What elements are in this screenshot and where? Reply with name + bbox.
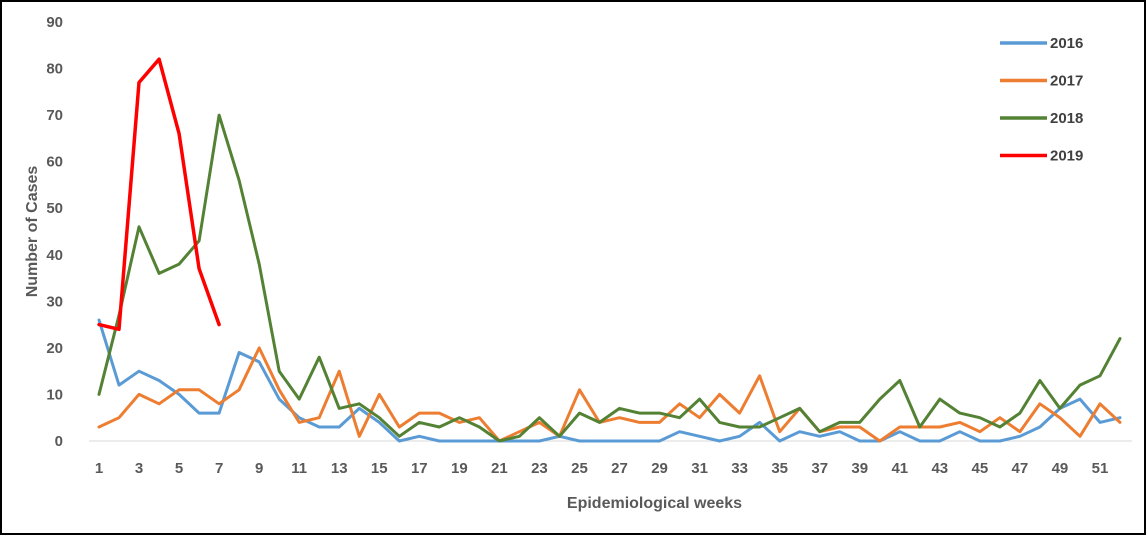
y-tick-label: 10 xyxy=(46,386,63,403)
y-tick-label: 20 xyxy=(46,340,63,357)
x-tick-label: 9 xyxy=(255,460,263,477)
x-tick-label: 33 xyxy=(731,460,748,477)
series-lines xyxy=(97,57,1122,443)
x-tick-label: 51 xyxy=(1092,460,1109,477)
x-tick-label: 49 xyxy=(1052,460,1069,477)
y-tick-label: 0 xyxy=(55,433,63,450)
y-tick-label: 50 xyxy=(46,200,63,217)
y-axis: 0 10 20 30 40 50 60 70 80 90 xyxy=(46,14,63,450)
y-tick-label: 90 xyxy=(46,14,63,31)
legend: 2016 2017 2018 2019 xyxy=(1000,35,1083,165)
x-tick-label: 17 xyxy=(411,460,428,477)
y-tick-label: 60 xyxy=(46,154,63,171)
legend-label-2018: 2018 xyxy=(1050,110,1083,127)
x-tick-label: 13 xyxy=(331,460,348,477)
legend-label-2019: 2019 xyxy=(1050,148,1083,165)
x-tick-label: 3 xyxy=(135,460,143,477)
x-tick-label: 43 xyxy=(931,460,948,477)
x-tick-label: 25 xyxy=(571,460,588,477)
x-tick-label: 15 xyxy=(371,460,388,477)
x-tick-label: 11 xyxy=(291,460,307,477)
x-tick-label: 47 xyxy=(1012,460,1029,477)
x-tick-label: 23 xyxy=(531,460,548,477)
series-line-2016 xyxy=(97,318,1122,443)
x-tick-label: 5 xyxy=(175,460,183,477)
x-tick-label: 27 xyxy=(611,460,628,477)
legend-label-2016: 2016 xyxy=(1050,35,1083,52)
y-tick-label: 30 xyxy=(46,293,63,310)
x-tick-label: 1 xyxy=(95,460,103,477)
legend-label-2017: 2017 xyxy=(1050,73,1083,90)
x-axis-title: Epidemiological weeks xyxy=(567,495,742,512)
x-tick-label: 37 xyxy=(811,460,828,477)
x-tick-label: 45 xyxy=(972,460,989,477)
x-tick-label: 41 xyxy=(891,460,908,477)
x-tick-label: 7 xyxy=(215,460,223,477)
series-line-2017 xyxy=(97,346,1122,443)
series-line-2019 xyxy=(97,57,221,332)
y-tick-label: 80 xyxy=(46,61,63,78)
x-tick-label: 35 xyxy=(771,460,788,477)
x-tick-label: 29 xyxy=(651,460,668,477)
y-tick-label: 40 xyxy=(46,247,63,264)
x-tick-label: 19 xyxy=(451,460,468,477)
x-tick-label: 31 xyxy=(691,460,708,477)
x-tick-label: 39 xyxy=(851,460,868,477)
x-tick-label: 21 xyxy=(491,460,508,477)
y-axis-title: Number of Cases xyxy=(24,166,41,298)
series-line-2018 xyxy=(97,113,1122,443)
y-tick-label: 70 xyxy=(46,107,63,124)
